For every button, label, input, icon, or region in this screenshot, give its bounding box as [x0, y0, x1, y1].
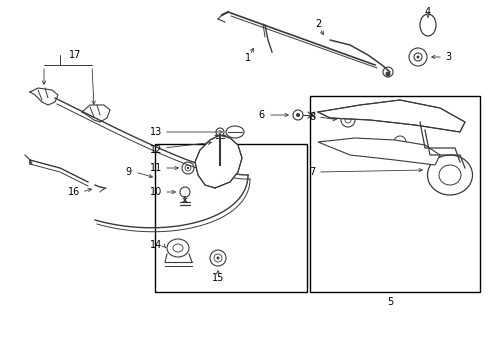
Text: 3: 3	[444, 52, 450, 62]
Circle shape	[186, 167, 189, 169]
Text: 12: 12	[149, 145, 162, 155]
Text: 17: 17	[69, 50, 81, 60]
Text: 5: 5	[386, 297, 392, 307]
Text: 10: 10	[149, 187, 162, 197]
Text: 14: 14	[149, 240, 162, 250]
Polygon shape	[317, 100, 464, 132]
Polygon shape	[195, 135, 242, 188]
Bar	[155, 144, 306, 292]
Circle shape	[295, 113, 299, 117]
Bar	[309, 96, 479, 292]
Text: 4: 4	[424, 7, 430, 17]
Text: 15: 15	[211, 273, 224, 283]
Text: 16: 16	[68, 187, 80, 197]
Circle shape	[216, 256, 219, 260]
Text: 13: 13	[149, 127, 162, 137]
Text: 11: 11	[149, 163, 162, 173]
Text: 9: 9	[125, 167, 132, 177]
Text: 7: 7	[308, 167, 314, 177]
Polygon shape	[317, 138, 439, 165]
Text: 6: 6	[258, 110, 264, 120]
Text: 1: 1	[244, 53, 250, 63]
Circle shape	[416, 55, 419, 59]
Circle shape	[385, 72, 390, 77]
Text: 8: 8	[308, 112, 314, 122]
Text: 2: 2	[314, 19, 321, 29]
